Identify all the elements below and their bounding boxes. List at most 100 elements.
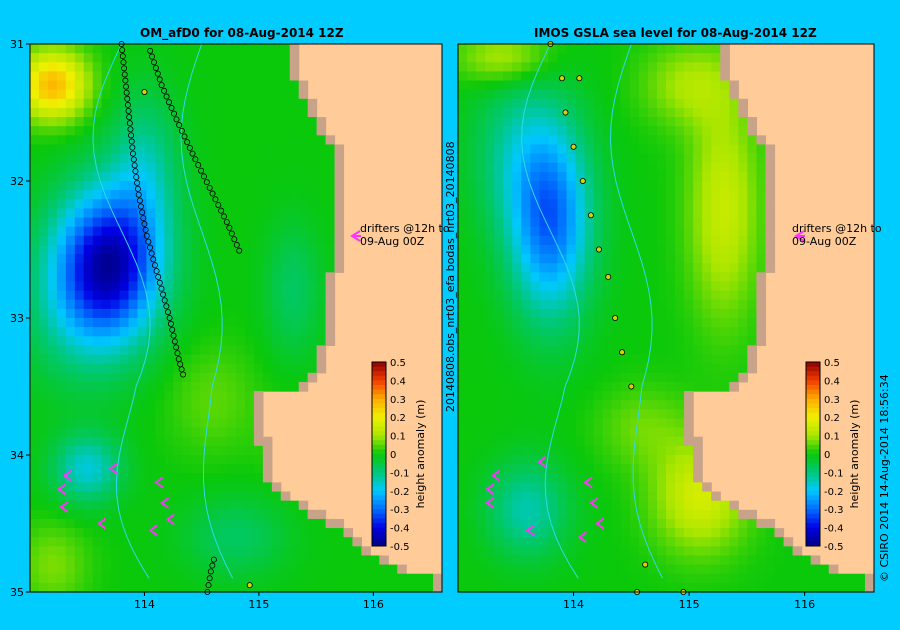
colorbar-tick-label: 0.3 [824, 395, 840, 406]
colorbar-tick-label: 0.1 [390, 432, 406, 443]
drifter-point [124, 101, 131, 108]
drifter-arrow [108, 462, 118, 475]
drifter-point [220, 213, 227, 220]
drifter-point [198, 167, 205, 174]
drifter-point [209, 562, 216, 569]
drifter-point [576, 75, 583, 82]
drifter-point [121, 71, 128, 78]
drifter-arrow [583, 476, 593, 489]
drifter-point [169, 326, 176, 333]
drifter-point [203, 179, 210, 186]
colorbar-label: height anomaly (m) [414, 400, 427, 509]
drifter-point [128, 132, 135, 139]
drifter-point [231, 236, 238, 243]
drifter-point [215, 201, 222, 208]
drifter-point [134, 179, 141, 186]
drifter-point [131, 162, 138, 169]
drifter-point [163, 303, 170, 310]
colorbar-tick-label: 0.2 [824, 413, 840, 424]
drifter-arrow [62, 469, 72, 482]
colorbar-tick-label: 0 [824, 450, 830, 461]
drifter-point [122, 77, 129, 84]
bathymetry-contour-1 [521, 43, 580, 579]
x-tick-label: 115 [248, 598, 269, 611]
x-tick-label: 115 [679, 598, 700, 611]
drifter-point [129, 144, 136, 151]
drifter-arrow [490, 469, 501, 482]
drifter-point [141, 221, 148, 228]
drifter-point [236, 247, 243, 254]
drifter-point [228, 230, 235, 237]
drifter-arrow [525, 524, 535, 537]
drifter-point [155, 273, 162, 280]
colorbar: 0.5 0.4 0.3 0.2 0.1 0 -0.1 -0.2 -0.3 -0.4 -0.5 heig… [805, 358, 861, 553]
drifter-point [642, 561, 649, 568]
map-frame [457, 43, 875, 593]
drifter-point [147, 244, 154, 251]
drifter-point [562, 109, 569, 116]
drifter-point [160, 291, 167, 298]
drifter-point [154, 70, 161, 77]
drifter-point [130, 156, 137, 163]
drifter-point [587, 212, 594, 219]
drifter-point [145, 238, 152, 245]
drifter-point [164, 309, 171, 316]
drifter-legend-arrow [350, 230, 361, 242]
drifter-point [246, 582, 253, 589]
drifter-point [119, 53, 126, 60]
drifter-point [173, 344, 180, 351]
drifter-arrow [165, 513, 175, 526]
colorbar-frame [805, 361, 821, 547]
drifter-point [559, 75, 566, 82]
drifter-point [147, 47, 154, 54]
panel-right-title: IMOS GSLA sea level for 08-Aug-2014 12Z [534, 26, 817, 40]
drifter-point [126, 114, 133, 121]
y-tick-label: 35 [10, 586, 24, 599]
x-tick-label: 114 [134, 598, 155, 611]
drifter-point [129, 150, 136, 157]
drifter-point [149, 53, 156, 60]
drifter-point [218, 207, 225, 214]
colorbar-tick-label: 0 [390, 450, 396, 461]
drifter-point [124, 95, 131, 102]
drifter-point [223, 219, 230, 226]
drifter-point [595, 246, 602, 253]
drifter-point [123, 83, 130, 90]
drifter-point [127, 126, 134, 133]
colorbar-tick-label: 0.4 [824, 376, 840, 387]
drifter-point [153, 268, 160, 275]
y-tick-label: 31 [10, 38, 24, 51]
drifter-point [173, 116, 180, 123]
map-panel-2: 114 115 116 0.5 0.4 0.3 0.2 0.1 0 -0.1 -0.2 -0.3 -0.… [457, 41, 875, 611]
drifter-point [186, 144, 193, 151]
drifter-point [207, 568, 214, 575]
drifter-point [171, 110, 178, 117]
drifter-annotation-left-date: 09-Aug 00Z [360, 235, 425, 248]
y-tick-label: 33 [10, 312, 24, 325]
drifter-point [132, 168, 139, 175]
drifter-point [121, 65, 128, 72]
drifter-track-2 [147, 47, 243, 254]
drifter-point [135, 191, 142, 198]
colorbar-tick-label: -0.3 [390, 505, 410, 516]
drifter-arrow [537, 456, 547, 468]
drifter-arrow [154, 476, 164, 489]
colorbar: 0.5 0.4 0.3 0.2 0.1 0 -0.1 -0.2 -0.3 -0.4 -0.5 heig… [371, 358, 427, 553]
drifter-point [570, 143, 577, 150]
drifter-point [170, 332, 177, 339]
drifter-point [152, 64, 159, 71]
drifter-point [612, 314, 619, 321]
y-tick-label: 34 [10, 449, 24, 462]
drifter-point [184, 139, 191, 146]
drifter-point [133, 174, 140, 181]
colorbar-tick-label: -0.3 [824, 505, 844, 516]
drifter-point [233, 241, 240, 248]
drifter-point [123, 89, 130, 96]
drifter-point [158, 285, 165, 292]
drifter-track-1 [118, 41, 187, 378]
drifter-point [142, 226, 149, 233]
drifter-arrow [594, 517, 605, 530]
y-tick-label: 32 [10, 175, 24, 188]
drifter-point [151, 262, 158, 269]
